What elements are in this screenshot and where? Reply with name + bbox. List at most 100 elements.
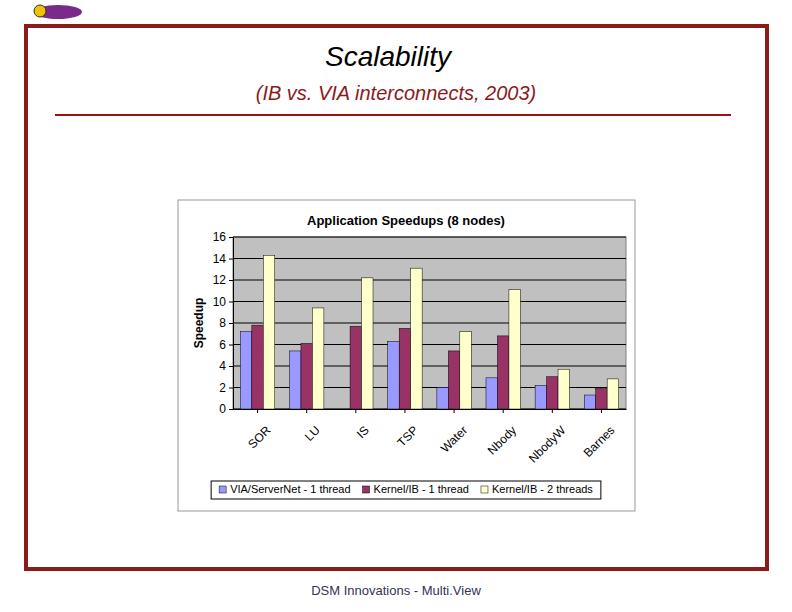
slide-footer: DSM Innovations - Multi.View — [311, 583, 481, 598]
bar — [448, 351, 459, 409]
legend-label: VIA/ServerNet - 1 thread — [230, 483, 350, 495]
legend-label: Kernel/IB - 1 thread — [374, 483, 469, 495]
chart-area — [178, 200, 635, 511]
chart-title: Application Speedups (8 nodes) — [307, 213, 505, 228]
y-tick-label: 0 — [219, 402, 226, 416]
y-tick: 6 — [219, 338, 233, 352]
logo — [34, 5, 82, 19]
x-tick-label: Barnes — [581, 423, 618, 460]
y-tick-mark — [229, 388, 233, 389]
y-axis-title: Speedup — [192, 298, 206, 349]
bar — [486, 378, 497, 409]
bar — [535, 385, 546, 409]
x-tick: IS — [354, 409, 372, 441]
slide-frame — [26, 26, 767, 569]
y-tick-mark — [229, 280, 233, 281]
x-tick: Nbody — [485, 409, 519, 458]
bar — [362, 278, 373, 409]
y-tick-mark — [229, 237, 233, 238]
bar — [301, 343, 312, 409]
legend-box — [211, 481, 601, 499]
slide-title: Scalability — [325, 41, 453, 72]
y-tick-label: 4 — [219, 359, 226, 373]
x-tick-mark — [601, 409, 602, 413]
legend-item: Kernel/IB - 1 thread — [363, 483, 469, 495]
y-tick: 0 — [219, 402, 233, 416]
y-tick-mark — [229, 323, 233, 324]
bar — [388, 341, 399, 409]
bar — [596, 389, 607, 409]
y-tick: 14 — [213, 252, 233, 266]
x-axis-line — [234, 409, 627, 410]
bars — [240, 255, 618, 409]
x-tick-mark — [454, 409, 455, 413]
x-tick-mark — [552, 409, 553, 413]
slide-subtitle: (IB vs. VIA interconnects, 2003) — [256, 82, 537, 104]
y-tick-label: 2 — [219, 381, 226, 395]
bar — [350, 326, 361, 409]
bar — [399, 328, 410, 409]
bar — [584, 395, 595, 409]
grid — [233, 237, 626, 409]
y-tick-label: 14 — [213, 252, 227, 266]
slide: Scalability (IB vs. VIA interconnects, 20… — [0, 0, 792, 612]
bar — [312, 308, 323, 409]
y-tick: 8 — [219, 316, 233, 330]
legend-item: Kernel/IB - 2 threads — [481, 483, 593, 495]
x-tick: TSP — [395, 409, 421, 450]
x-axis: SOR LU IS TSP Water NbodyNbodyW Barnes — [234, 409, 627, 466]
x-tick-mark — [404, 409, 405, 413]
bar — [497, 336, 508, 409]
y-tick-mark — [229, 409, 233, 410]
logo-shape — [34, 5, 82, 19]
grid-line — [233, 280, 626, 281]
bar — [437, 388, 448, 410]
bar — [411, 268, 422, 409]
x-tick-label: Nbody — [485, 423, 519, 457]
y-axis: 0 2 4 6 8 10 12 14 16 — [213, 230, 234, 416]
bar — [509, 290, 520, 409]
y-axis-line — [233, 238, 234, 410]
x-tick: SOR — [245, 409, 274, 451]
y-tick-mark — [229, 302, 233, 303]
x-tick-label: TSP — [395, 423, 421, 449]
bar — [460, 332, 471, 409]
y-tick-mark — [229, 345, 233, 346]
x-tick-mark — [306, 409, 307, 413]
y-tick: 16 — [213, 230, 233, 244]
x-tick-label: Water — [438, 423, 470, 455]
grid-line — [233, 344, 626, 345]
y-tick-label: 8 — [219, 316, 226, 330]
legend-label: Kernel/IB - 2 threads — [492, 483, 593, 495]
grid-line — [233, 323, 626, 324]
y-tick: 2 — [219, 381, 233, 395]
y-tick: 10 — [213, 295, 233, 309]
legend-swatch — [481, 486, 488, 493]
x-tick-mark — [355, 409, 356, 413]
grid-line — [233, 237, 626, 238]
y-tick-label: 16 — [213, 230, 227, 244]
x-tick-mark — [257, 409, 258, 413]
plot-area — [233, 237, 626, 409]
x-tick: Barnes — [581, 409, 618, 460]
y-tick: 12 — [213, 273, 233, 287]
y-tick: 4 — [219, 359, 233, 373]
bar — [558, 369, 569, 409]
y-tick-mark — [229, 366, 233, 367]
title-rule — [55, 114, 731, 116]
x-tick-mark — [503, 409, 504, 413]
x-tick: NbodyW — [526, 409, 569, 466]
grid-line — [233, 301, 626, 302]
y-tick-label: 6 — [219, 338, 226, 352]
x-tick-label: SOR — [245, 423, 274, 452]
bar — [289, 351, 300, 409]
x-tick-label: NbodyW — [526, 423, 569, 466]
y-tick-label: 10 — [213, 295, 227, 309]
legend-item: VIA/ServerNet - 1 thread — [219, 483, 350, 495]
y-tick-mark — [229, 259, 233, 260]
grid-line — [233, 258, 626, 259]
legend: VIA/ServerNet - 1 thread Kernel/IB - 1 th… — [211, 481, 601, 499]
x-tick-label: LU — [302, 423, 323, 444]
bar — [263, 255, 274, 409]
y-tick-label: 12 — [213, 273, 227, 287]
